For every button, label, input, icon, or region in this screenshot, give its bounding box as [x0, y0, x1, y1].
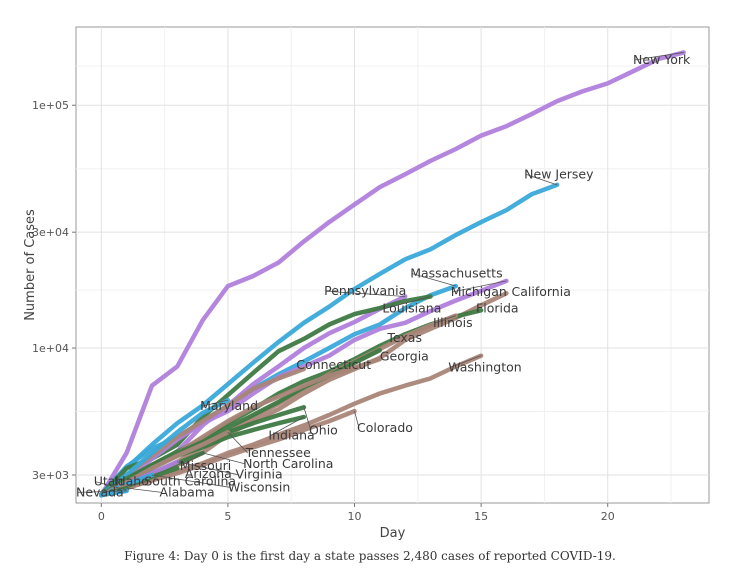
x-tick-label: 0 [98, 510, 105, 523]
label-leader-line [450, 355, 482, 368]
x-tick-label: 15 [474, 510, 488, 523]
y-tick-label: 1e+04 [32, 342, 69, 355]
series-labels: New York New Jersey Massachusetts Pennsylva… [76, 52, 691, 499]
x-tick-label: 20 [601, 510, 615, 523]
series-label: Arizona [185, 466, 232, 481]
series-line [99, 405, 307, 498]
label-leader-line [452, 280, 507, 293]
series-label: Georgia [380, 348, 429, 363]
figure-caption: Figure 4: Day 0 is the first day a state… [124, 549, 616, 563]
label-leader-line [77, 490, 127, 493]
label-leader-line [202, 452, 246, 465]
x-tick-label: 5 [224, 510, 231, 523]
series-label: Washington [448, 360, 521, 375]
series-label: Florida [476, 301, 519, 316]
series-line [99, 397, 231, 498]
label-leader-line [412, 273, 456, 287]
series-label: Indiana [268, 428, 314, 443]
y-tick-label: 3e+03 [32, 469, 69, 482]
label-leader-line [270, 416, 305, 436]
x-tick-label: 10 [348, 510, 362, 523]
label-leader-line [384, 296, 431, 309]
series-label: New York [633, 52, 691, 67]
label-leader-line [201, 399, 229, 407]
series-label: Utah [94, 474, 124, 489]
series-line [99, 488, 129, 498]
label-leader-line [526, 173, 558, 186]
series-lines [99, 50, 686, 498]
series-label: Nevada [76, 484, 124, 499]
axis-ticks: 0 5 10 15 20 3e+03 1e+04 3e+04 1e+05 [32, 99, 615, 523]
y-axis-label: Number of Cases [23, 209, 38, 321]
y-tick-label: 3e+04 [32, 226, 69, 239]
series-label: Illinois [433, 315, 473, 330]
label-leader-line [634, 52, 684, 61]
series-label: Alabama [160, 484, 215, 499]
series-label: New Jersey [524, 166, 594, 181]
series-line [99, 50, 686, 498]
label-leader-line [354, 410, 360, 429]
label-leader-line [326, 290, 406, 297]
series-label: Pennsylvania [324, 283, 406, 298]
series-label: Idaho [114, 474, 149, 489]
label-leaders [77, 52, 684, 493]
x-axis-label: Day [380, 526, 406, 541]
series-label: Missouri [180, 458, 231, 473]
label-leader-line [303, 407, 312, 431]
label-leader-line [227, 431, 248, 454]
series-label: South Carolina [144, 474, 236, 489]
cases-line-chart: New York New Jersey Massachusetts Pennsylva… [23, 26, 710, 541]
label-leader-line [151, 474, 230, 488]
label-leader-line [177, 461, 238, 475]
series-label: Colorado [357, 420, 413, 435]
series-label: Texas [386, 330, 422, 345]
series-label: Michigan [451, 284, 507, 299]
series-label: North Carolina [243, 456, 333, 471]
series-line [99, 408, 357, 498]
label-leader-line [126, 487, 162, 493]
series-line [99, 182, 560, 497]
series-label: Maryland [200, 398, 258, 413]
label-leader-line [95, 481, 127, 491]
label-leader-line [434, 315, 456, 324]
series-label: Connecticut [296, 357, 371, 372]
series-label: Ohio [309, 423, 338, 438]
label-leader-line [126, 481, 147, 487]
y-tick-label: 1e+05 [32, 99, 69, 112]
series-label: Wisconsin [228, 479, 290, 494]
series-label: Louisiana [382, 301, 441, 316]
series-label: Massachusetts [410, 266, 502, 281]
grid-lines [76, 27, 709, 503]
series-label: California [512, 284, 571, 299]
series-label: Virginia [236, 467, 283, 482]
series-label: Tennessee [245, 445, 311, 460]
